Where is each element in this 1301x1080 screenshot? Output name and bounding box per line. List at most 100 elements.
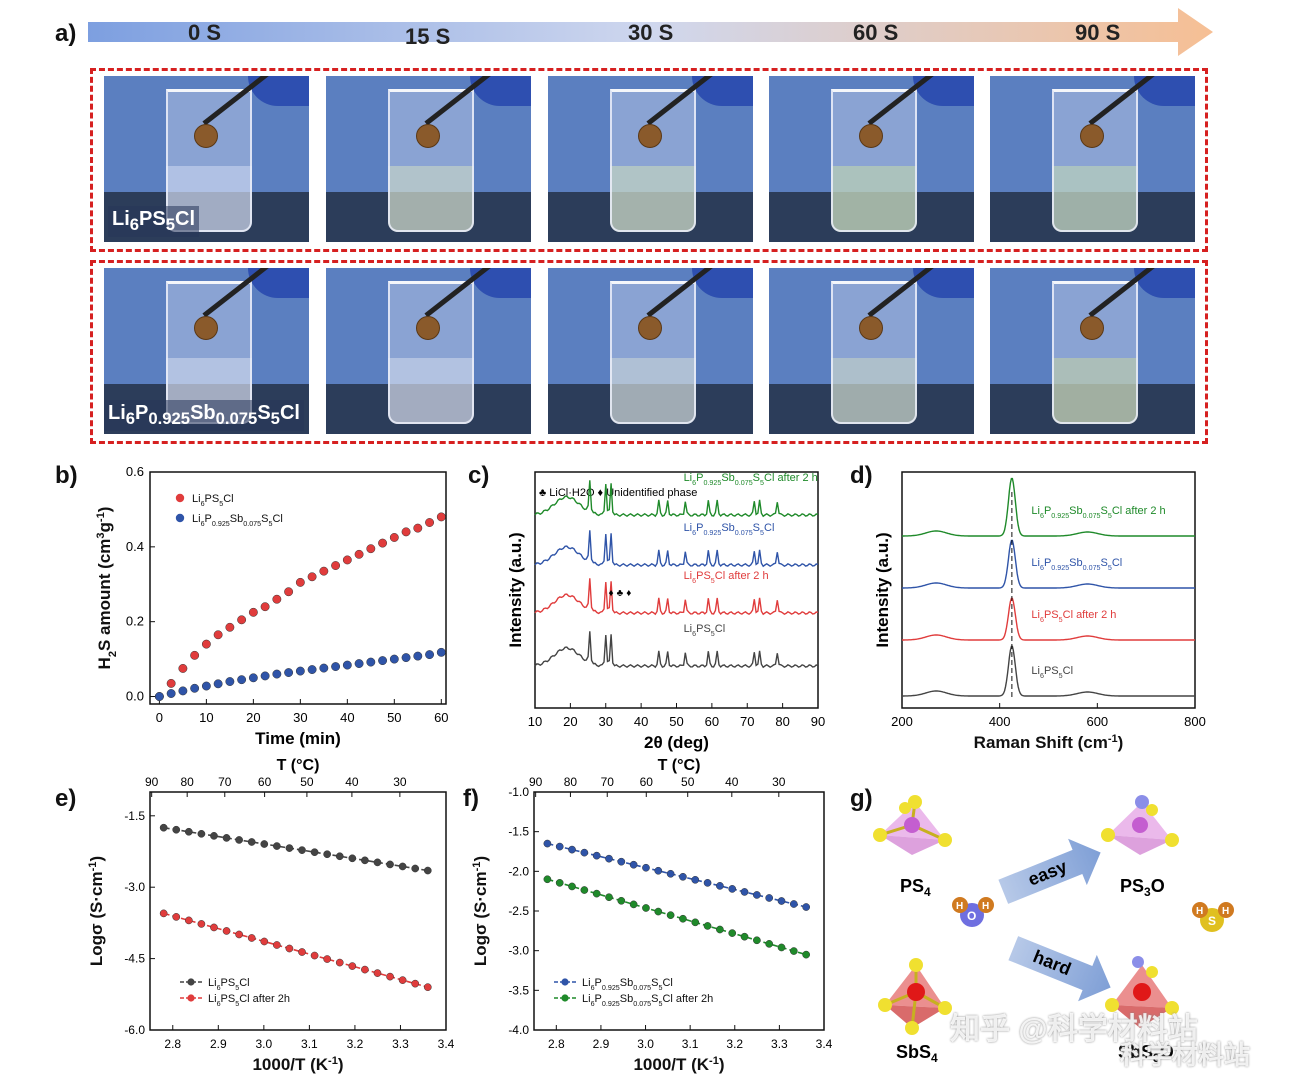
beaker-photo	[769, 268, 974, 434]
data-point	[248, 673, 258, 683]
data-point	[373, 858, 382, 867]
spectrum-label: Li6PS5Cl	[1031, 665, 1073, 680]
legend-marker	[187, 994, 195, 1002]
data-point	[260, 840, 269, 848]
time-label-30: 30 S	[628, 20, 674, 45]
top-tick-label: 80	[564, 775, 578, 789]
legend-marker	[175, 493, 185, 503]
data-point	[178, 664, 188, 673]
data-point	[235, 836, 243, 844]
data-point	[568, 882, 576, 891]
data-point	[592, 889, 601, 898]
top-tick-label: 60	[640, 775, 654, 789]
raman-spectrum	[902, 645, 1195, 697]
data-point	[285, 944, 294, 953]
time-arrow	[88, 8, 1213, 56]
liquid	[1051, 165, 1138, 233]
data-point	[237, 615, 247, 625]
y-tick-label: 0.2	[126, 614, 144, 629]
x-tick-label: 90	[811, 714, 825, 729]
data-point	[247, 934, 256, 942]
time-label-0: 0 S	[188, 20, 222, 45]
data-point	[201, 681, 211, 691]
svg-text:S: S	[1208, 914, 1216, 928]
x-tick-label: 3.3	[392, 1037, 409, 1051]
beaker	[830, 281, 917, 425]
pellet	[859, 124, 883, 148]
legend-label: Li6P0.925Sb0.075S5Cl after 2h	[582, 993, 713, 1008]
data-point	[580, 886, 589, 894]
raman-spectrum	[902, 597, 1195, 641]
data-point	[222, 834, 231, 842]
phase-marker: ♦	[609, 588, 614, 599]
data-point	[222, 927, 231, 935]
y-tick-label: 0.0	[126, 689, 144, 704]
data-point	[159, 823, 168, 832]
ps4-label: PS4	[900, 876, 931, 899]
svg-text:H: H	[1222, 906, 1229, 917]
data-point	[398, 862, 407, 871]
x-tick-label: 3.0	[637, 1037, 654, 1051]
x-tick-label: 20	[246, 710, 260, 725]
data-point	[295, 577, 305, 587]
data-point	[740, 932, 749, 941]
x-tick-label: 30	[599, 714, 613, 729]
data-point	[235, 930, 243, 939]
data-point	[703, 879, 712, 887]
data-point	[789, 900, 798, 908]
x-tick-label: 0	[156, 710, 163, 725]
pattern-label: Li6PS5Cl	[684, 623, 726, 638]
x-tick-label: 2.8	[548, 1037, 565, 1051]
data-point	[679, 872, 687, 881]
spectrum-label: Li6P0.925Sb0.075S5Cl after 2 h	[1031, 505, 1165, 520]
data-point	[331, 561, 341, 570]
sbs3o-molecule	[1105, 956, 1179, 1028]
data-point	[642, 863, 650, 872]
data-point	[319, 663, 329, 673]
time-label-15: 15 S	[405, 24, 451, 49]
x-tick-label: 2.9	[210, 1037, 227, 1051]
row2-material-label: Li6P0.925Sb0.075S5Cl	[104, 400, 304, 431]
data-point	[401, 527, 411, 537]
xrd-pattern	[534, 480, 819, 518]
data-point	[166, 678, 176, 688]
data-point	[629, 900, 638, 909]
legend-label: Li6PS5Cl after 2h	[208, 993, 290, 1008]
data-point	[248, 607, 258, 617]
data-point	[378, 656, 388, 666]
x-tick-label: 10	[199, 710, 213, 725]
y-tick-label: 0.6	[126, 464, 144, 479]
watermark-line2: 科学材料站	[1120, 1040, 1251, 1070]
y-axis-label: Intensity (a.u.)	[506, 532, 525, 647]
x-tick-label: 3.0	[256, 1037, 273, 1051]
beaker	[387, 89, 474, 233]
x-tick-label: 400	[989, 714, 1011, 729]
data-point	[691, 918, 700, 927]
top-tick-label: 30	[772, 775, 786, 789]
y-tick-label: 0.4	[126, 539, 144, 554]
data-point	[398, 976, 407, 984]
data-point	[378, 538, 388, 548]
beaker	[609, 89, 696, 233]
data-point	[679, 914, 687, 923]
data-point	[298, 948, 306, 956]
pellet	[859, 316, 883, 340]
data-point	[272, 594, 282, 604]
sbs3o-label: SbS3O	[1118, 1042, 1174, 1065]
beaker	[1051, 89, 1138, 233]
data-point	[411, 864, 420, 873]
time-label-60: 60 S	[853, 20, 899, 45]
liquid	[1051, 357, 1138, 425]
x-tick-label: 80	[775, 714, 789, 729]
data-point	[272, 669, 282, 679]
data-point	[348, 962, 357, 970]
y-tick-label: -3.0	[124, 880, 145, 894]
top-tick-label: 40	[345, 775, 359, 789]
beaker	[609, 281, 696, 425]
x-tick-label: 800	[1184, 714, 1206, 729]
y-axis-label: Logσ (S·cm-1)	[87, 856, 106, 966]
plot-frame	[534, 471, 819, 709]
x-tick-label: 3.1	[301, 1037, 318, 1051]
x-tick-label: 50	[387, 710, 401, 725]
x-tick-label: 200	[891, 714, 913, 729]
